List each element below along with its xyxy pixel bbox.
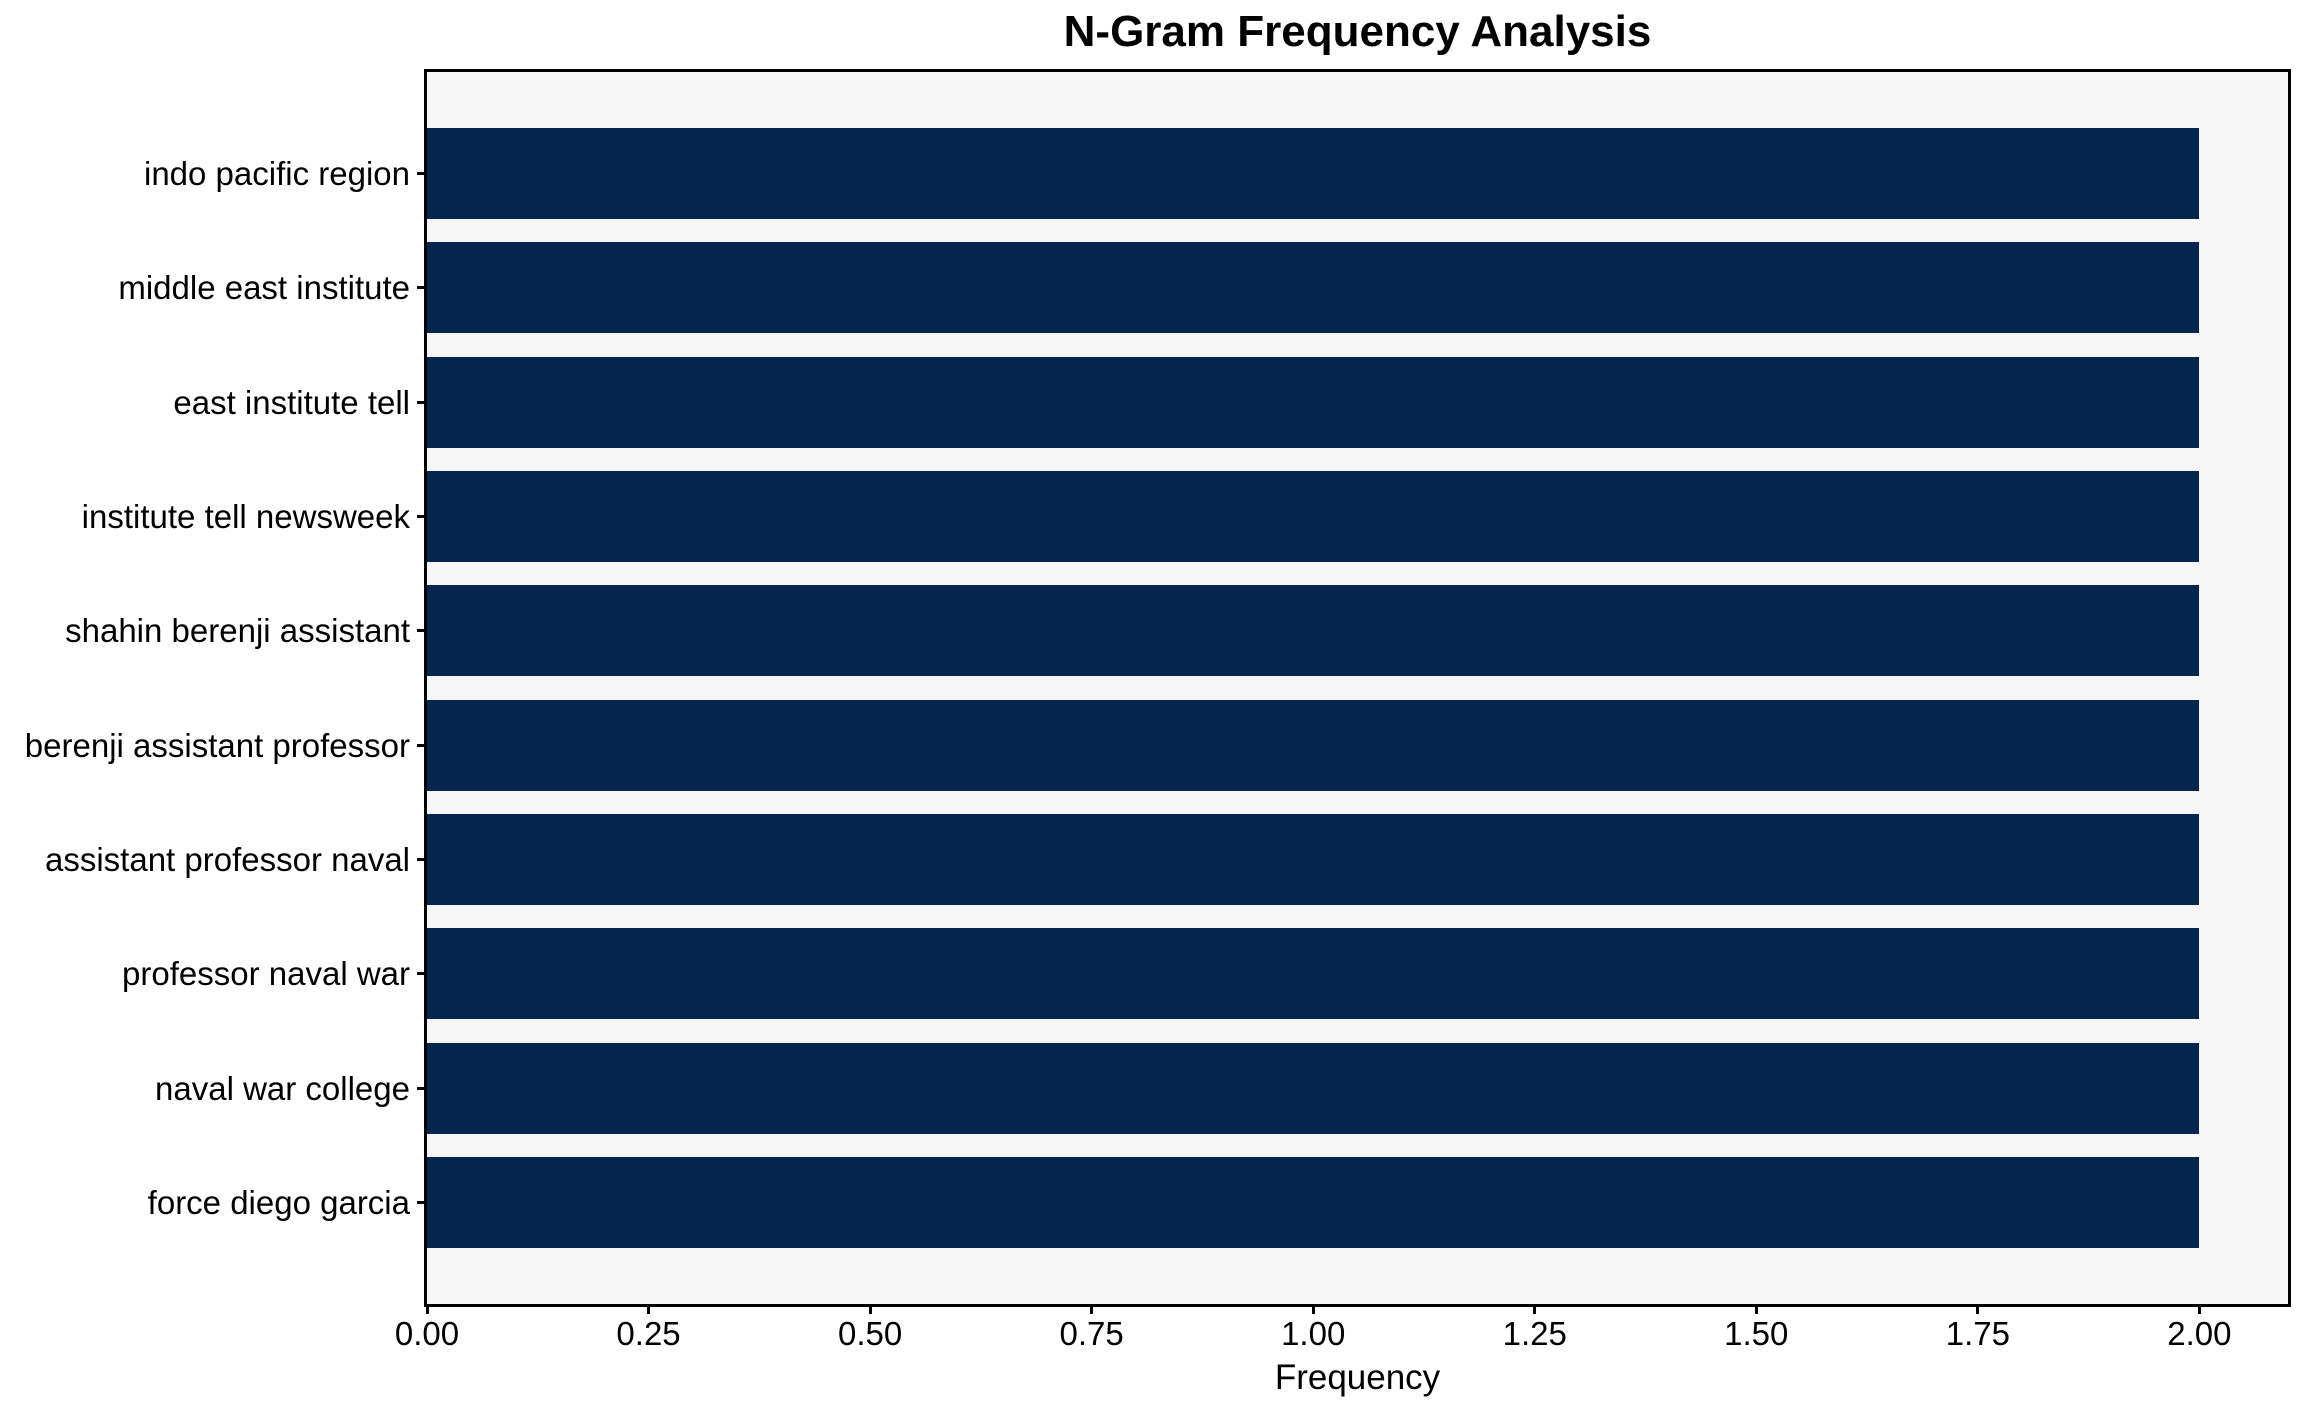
y-axis-labels: indo pacific region middle east institute… xyxy=(0,72,410,1304)
x-tick-mark xyxy=(647,1304,651,1314)
y-tick-mark xyxy=(417,858,427,861)
x-tick-mark xyxy=(1090,1304,1094,1314)
y-tick-mark xyxy=(417,743,427,747)
x-tick-mark xyxy=(2197,1304,2201,1314)
plot-area xyxy=(427,72,2288,1304)
x-tick-label: 1.25 xyxy=(1502,1315,1567,1352)
y-tick-label: force diego garcia xyxy=(147,1184,410,1221)
x-tick-label: 2.00 xyxy=(2167,1315,2232,1352)
y-tick-mark xyxy=(417,172,427,175)
bar xyxy=(427,356,2200,448)
x-tick-mark xyxy=(1311,1304,1315,1314)
bar xyxy=(427,242,2200,334)
bar xyxy=(427,585,2200,677)
y-tick-mark xyxy=(417,286,427,290)
x-tick-mark xyxy=(1533,1304,1537,1314)
chart-title: N-Gram Frequency Analysis xyxy=(1063,7,1652,56)
y-tick-label: shahin berenji assistant xyxy=(65,612,410,650)
bar xyxy=(427,1042,2200,1134)
x-tick-label: 1.75 xyxy=(1945,1315,2010,1352)
x-tick-label: 0.75 xyxy=(1059,1315,1124,1352)
x-tick-label: 0.50 xyxy=(837,1315,903,1352)
x-tick-label: 1.50 xyxy=(1724,1315,1789,1352)
x-tick-mark xyxy=(868,1304,872,1314)
x-axis-label: Frequency xyxy=(1274,1358,1441,1397)
bar xyxy=(427,928,2200,1020)
y-tick-label: assistant professor naval xyxy=(44,841,410,878)
x-tick-mark xyxy=(1976,1304,1980,1314)
y-tick-label: institute tell newsweek xyxy=(81,498,410,535)
x-tick-mark xyxy=(425,1304,429,1314)
y-tick-mark xyxy=(417,1201,427,1204)
bar xyxy=(427,814,2200,905)
x-tick-label: 1.00 xyxy=(1281,1315,1346,1352)
bar xyxy=(427,1157,2200,1248)
bar xyxy=(427,699,2200,791)
y-tick-mark xyxy=(417,972,427,976)
y-tick-mark xyxy=(417,400,427,404)
bar xyxy=(427,128,2200,219)
y-tick-label: east institute tell xyxy=(173,383,410,421)
x-tick-label: 0.00 xyxy=(394,1315,460,1352)
y-tick-mark xyxy=(417,629,427,633)
y-tick-label: middle east institute xyxy=(118,269,410,307)
y-tick-label: berenji assistant professor xyxy=(24,726,410,764)
x-tick-mark xyxy=(1754,1304,1758,1314)
bar xyxy=(427,471,2200,562)
y-tick-mark xyxy=(417,515,427,518)
y-tick-mark xyxy=(417,1086,427,1090)
y-tick-label: naval war college xyxy=(155,1069,410,1107)
y-tick-label: professor naval war xyxy=(122,955,410,993)
x-tick-label: 0.25 xyxy=(616,1315,681,1352)
y-tick-label: indo pacific region xyxy=(144,155,410,192)
